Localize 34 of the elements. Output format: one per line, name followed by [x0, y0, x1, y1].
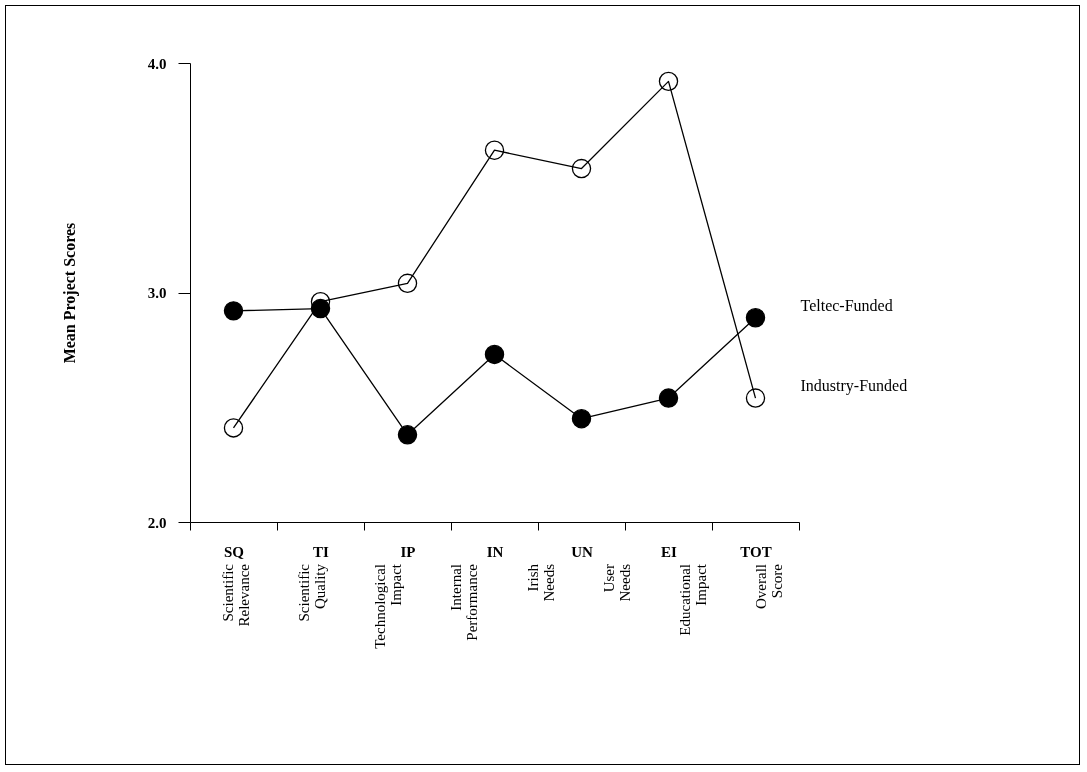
point — [571, 158, 592, 179]
point — [745, 388, 766, 408]
point — [658, 71, 679, 92]
x-tick-label: EI — [661, 543, 678, 560]
x-tick-label: TOT — [740, 543, 772, 560]
text: Internal Performance — [448, 563, 481, 641]
point — [223, 418, 244, 438]
point — [397, 273, 418, 294]
text: Scientific Relevance — [220, 563, 253, 627]
point — [658, 388, 679, 408]
point — [397, 425, 418, 445]
point — [484, 140, 505, 160]
point — [223, 301, 244, 321]
x-tick-label: IN — [486, 543, 504, 560]
text: Teltec-Funded — [800, 296, 893, 314]
text: Scientific Quality — [296, 563, 329, 622]
y-tick-label: 4.0 — [147, 55, 167, 72]
y-tick-label: 3.0 — [147, 285, 167, 301]
text: Irish Needs — [524, 563, 557, 602]
text: Overall Score — [752, 563, 785, 609]
point — [310, 298, 331, 319]
x-tick-label: TI — [313, 543, 330, 560]
text: Educational Impact — [676, 563, 709, 636]
point — [484, 344, 505, 365]
x-tick-label: IP — [400, 543, 416, 560]
point — [571, 409, 592, 429]
y-axis-title: Mean Project Scores — [60, 222, 79, 364]
x-tick-label: SQ — [223, 543, 245, 560]
y-tick-label: 2.0 — [147, 514, 167, 531]
text: Industry-Funded — [800, 377, 908, 396]
point — [745, 308, 766, 328]
text: User Needs — [600, 563, 633, 602]
text: Technological Impact — [372, 563, 405, 649]
x-tick-label: UN — [571, 543, 593, 560]
